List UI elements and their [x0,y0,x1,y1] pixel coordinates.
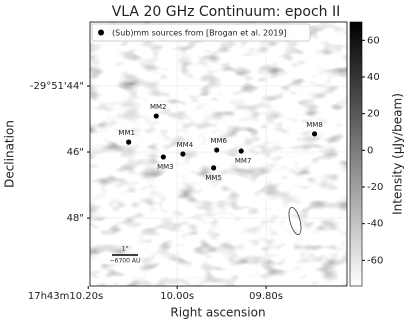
chart-title: VLA 20 GHz Continuum: epoch II [112,4,341,20]
y-tick-label: 48" [67,213,84,224]
source-label: MM8 [306,121,323,129]
x-axis-label: Right ascension [170,306,265,320]
legend-label: (Sub)mm sources from [Brogan et al. 2019… [112,29,287,38]
colorbar-label: Intensity (μJy/beam) [391,93,405,215]
source-label: MM7 [235,157,252,165]
x-tick-label: 17h43m10.20s [28,291,103,302]
source-label: MM2 [150,103,167,111]
y-tick-label: 46" [67,147,84,158]
colorbar-tick-label: 40 [367,72,380,83]
beam [288,207,302,235]
y-axis-label: Declination [3,120,17,188]
image [90,22,347,286]
source-label: MM1 [118,129,135,137]
colorbar [349,21,363,287]
colorbar-tick-label: -40 [367,219,383,230]
x-tick-label: 10.00s [160,291,194,302]
y-tick-label: -29°51'44" [30,81,84,92]
source-label: MM4 [177,141,194,149]
legend-box [91,23,311,42]
source-point [159,153,167,161]
source-point [311,130,318,138]
colorbar-tick-label: 60 [367,35,380,46]
source-point [152,112,160,120]
source-label: MM6 [210,137,227,145]
colorbar-tick-label: -20 [367,182,383,193]
image-noise [90,22,347,286]
legend-marker [98,29,104,36]
plot-frame [89,21,348,287]
source-label: MM5 [205,174,222,182]
source-point [237,147,245,155]
scale-bar-label: 1" [122,246,129,253]
x-tick-label: 09.80s [249,291,283,302]
source-point [210,164,218,172]
colorbar-tick-label: -60 [367,255,383,266]
source-point [125,138,133,146]
source-point [179,150,187,158]
source-label: MM3 [157,163,174,171]
scale-bar-sublabel: ~6700 AU [110,258,141,265]
source-point [213,146,221,154]
colorbar-tick-label: 0 [367,145,373,156]
colorbar-tick-label: 20 [367,109,380,120]
